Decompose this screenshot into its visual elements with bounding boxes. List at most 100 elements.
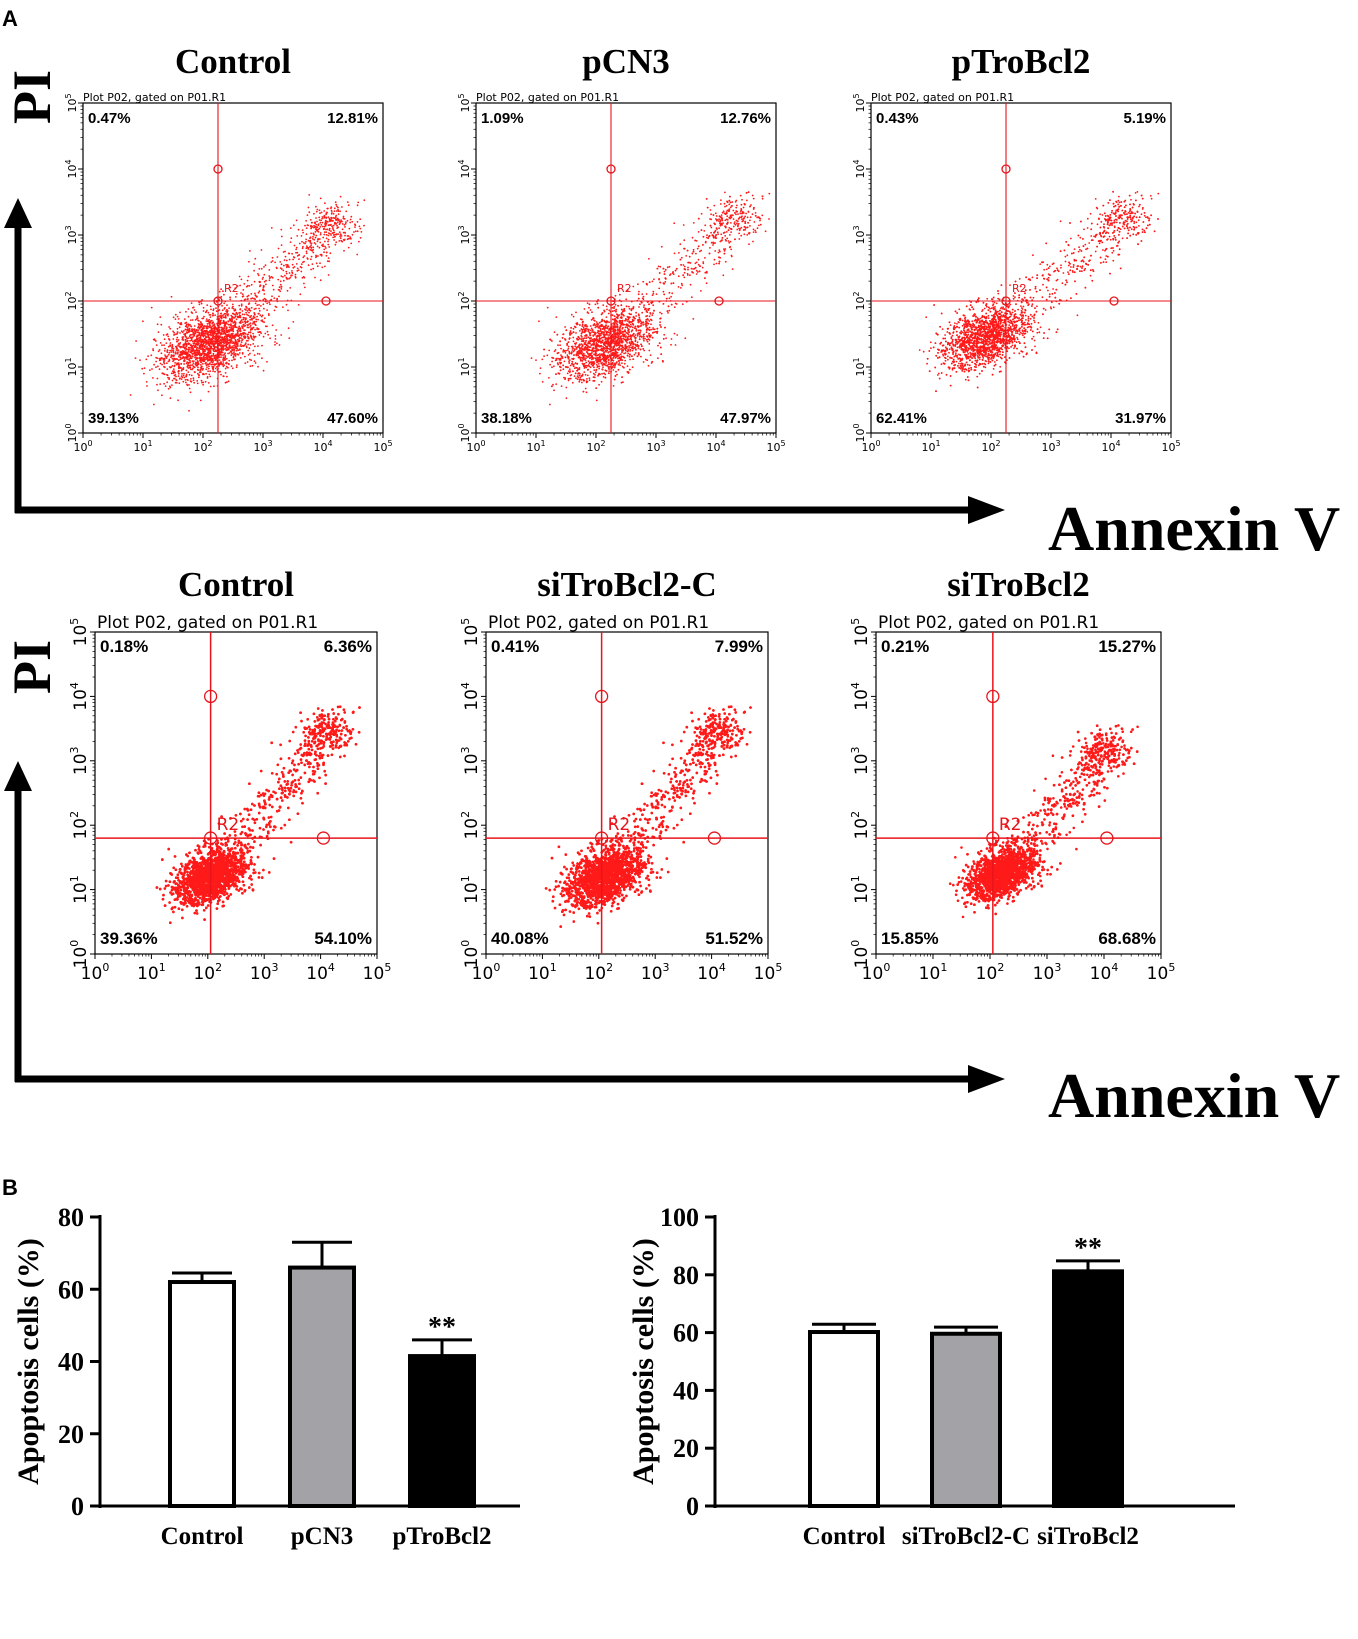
event-dot: [159, 342, 162, 344]
event-dot: [594, 371, 597, 374]
event-dot: [575, 311, 577, 314]
event-dot: [207, 382, 210, 384]
event-dot: [234, 321, 237, 323]
event-dot: [608, 309, 611, 312]
event-dot: [178, 326, 181, 329]
event-dot: [253, 308, 256, 310]
event-dot: [619, 325, 622, 328]
event-dot: [742, 206, 745, 209]
x-tick-label: 105: [373, 439, 392, 454]
event-dot: [266, 309, 268, 311]
event-dot: [166, 362, 168, 365]
event-dot: [613, 340, 616, 343]
event-dot: [354, 226, 356, 229]
event-dot: [642, 321, 645, 324]
event-dot: [321, 225, 324, 228]
event-dot: [234, 323, 237, 326]
event-dot: [725, 240, 727, 242]
event-dot: [555, 357, 558, 360]
event-dot: [202, 381, 205, 384]
event-dot: [588, 379, 591, 382]
event-dot: [619, 357, 622, 360]
event-dot: [339, 195, 342, 198]
event-dot: [752, 197, 755, 200]
event-dot: [184, 349, 187, 351]
event-dot: [322, 243, 324, 246]
event-dot: [274, 343, 276, 346]
event-dot: [315, 226, 318, 229]
event-dot: [163, 359, 166, 361]
event-dot: [212, 347, 214, 350]
event-dot: [704, 257, 706, 259]
event-dot: [572, 315, 575, 318]
event-dot: [634, 352, 637, 354]
event-dot: [207, 331, 210, 333]
event-dot: [180, 375, 183, 377]
event-dot: [344, 222, 347, 225]
event-dot: [319, 233, 322, 236]
event-dot: [176, 363, 179, 366]
event-dot: [182, 374, 185, 377]
quadrant-lr-value: 47.60%: [327, 410, 378, 427]
event-dot: [599, 373, 601, 376]
event-dot: [222, 362, 225, 364]
event-dot: [583, 371, 586, 373]
event-dot: [718, 256, 720, 259]
event-dot: [285, 277, 288, 280]
event-dot: [166, 349, 169, 351]
event-dot: [288, 272, 291, 274]
event-dot: [332, 224, 335, 227]
event-dot: [301, 229, 304, 232]
event-dot: [305, 233, 308, 236]
event-dot: [294, 273, 297, 276]
event-dot: [201, 365, 203, 368]
event-dot: [720, 214, 723, 217]
event-dot: [191, 355, 194, 358]
event-dot: [738, 232, 740, 235]
event-dot: [237, 349, 240, 352]
event-dot: [229, 298, 232, 301]
event-dot: [325, 234, 328, 236]
event-dot: [277, 278, 280, 281]
event-dot: [179, 354, 182, 357]
event-dot: [206, 333, 209, 336]
event-dot: [316, 245, 319, 248]
event-dot: [206, 356, 209, 359]
event-dot: [230, 323, 232, 325]
event-dot: [249, 324, 252, 327]
event-dot: [659, 317, 661, 320]
event-dot: [569, 377, 572, 380]
event-dot: [729, 240, 732, 243]
event-dot: [203, 356, 205, 359]
event-dot: [608, 370, 610, 372]
event-dot: [207, 344, 210, 346]
event-dot: [606, 327, 609, 330]
event-dot: [663, 293, 666, 296]
event-dot: [129, 394, 132, 396]
event-dot: [252, 349, 255, 352]
event-dot: [359, 237, 362, 239]
event-dot: [233, 335, 235, 338]
event-dot: [209, 314, 212, 316]
event-dot: [621, 362, 623, 364]
event-dot: [670, 343, 672, 346]
event-dot: [623, 366, 625, 369]
event-dot: [159, 357, 162, 360]
event-dot: [269, 337, 271, 340]
event-dot: [185, 369, 188, 372]
event-dot: [169, 342, 172, 344]
event-dot: [749, 205, 751, 208]
event-dot: [588, 377, 591, 380]
event-dot: [230, 365, 233, 367]
event-dot: [672, 273, 675, 275]
event-dot: [199, 321, 202, 323]
event-dot: [177, 372, 180, 375]
event-dot: [598, 332, 600, 335]
event-dot: [639, 303, 641, 306]
event-dot: [668, 297, 671, 300]
event-dot: [614, 303, 617, 306]
event-dot: [263, 293, 266, 295]
event-dot: [233, 348, 236, 351]
event-dot: [575, 332, 577, 334]
event-dot: [578, 352, 581, 355]
